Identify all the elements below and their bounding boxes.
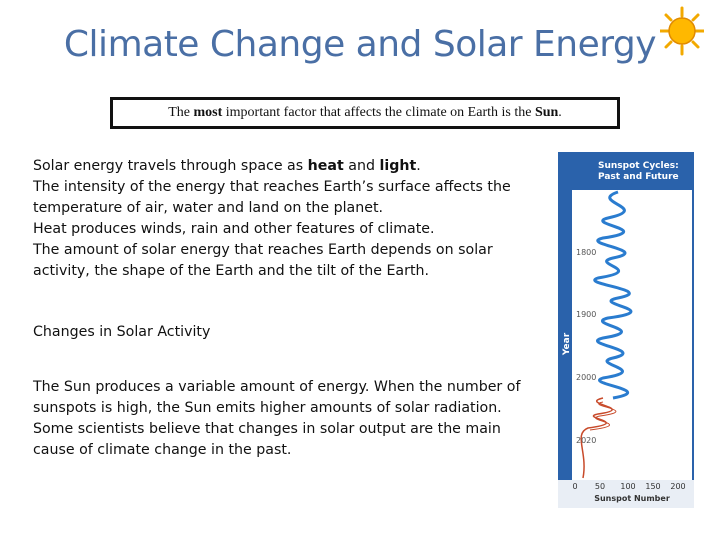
axis-band bbox=[558, 480, 694, 508]
text-run: and bbox=[343, 158, 380, 174]
plot-area bbox=[572, 190, 692, 480]
bold-text: most bbox=[193, 105, 223, 120]
text-run: Heat produces winds, rain and other feat… bbox=[33, 221, 435, 237]
figure-title: Past and Future bbox=[598, 172, 679, 182]
bold-text: Sun bbox=[534, 105, 559, 120]
x-tick-label: 200 bbox=[670, 482, 685, 491]
x-tick-label: 0 bbox=[572, 482, 577, 491]
body-line: Heat produces winds, rain and other feat… bbox=[33, 219, 511, 240]
x-axis-label: Sunspot Number bbox=[594, 494, 670, 503]
text-run: . bbox=[416, 158, 421, 174]
y-tick-label: 1800 bbox=[576, 248, 596, 257]
callout-box: The most important factor that affects t… bbox=[110, 97, 620, 129]
x-tick-label: 50 bbox=[595, 482, 605, 491]
paragraph-line: sunspots is high, the Sun emits higher a… bbox=[33, 400, 502, 416]
text-run: The intensity of the energy that reaches… bbox=[33, 179, 511, 195]
heading: Changes in Solar Activity bbox=[33, 322, 210, 343]
x-tick-label: 150 bbox=[645, 482, 660, 491]
forecast-range bbox=[589, 401, 617, 431]
paragraph-line: cause of climate change in the past. bbox=[33, 442, 292, 458]
y-tick-label: 2000 bbox=[576, 373, 596, 382]
y-tick-label: 2020 bbox=[576, 436, 596, 445]
body-line: The intensity of the energy that reaches… bbox=[33, 177, 511, 198]
body-line: temperature of air, water and land on th… bbox=[33, 198, 511, 219]
text-run: . bbox=[558, 105, 562, 120]
bold-text: light bbox=[379, 158, 417, 174]
paragraph: The Sun produces a variable amount of en… bbox=[33, 377, 520, 461]
body-text: Solar energy travels through space as he… bbox=[33, 156, 511, 282]
body-line: Solar energy travels through space as he… bbox=[33, 156, 511, 177]
sun-icon bbox=[660, 6, 704, 56]
text-run: temperature of air, water and land on th… bbox=[33, 200, 384, 216]
sunspot-figure: Sunspot Cycles:Past and Future Year 1800 19… bbox=[558, 152, 694, 508]
text-run: The bbox=[168, 105, 194, 120]
forecast-cycles bbox=[580, 397, 613, 479]
text-run: The amount of solar energy that reaches … bbox=[33, 242, 493, 258]
text-run: activity, the shape of the Earth and the… bbox=[33, 263, 430, 279]
body-line: The amount of solar energy that reaches … bbox=[33, 240, 511, 261]
figure-title: Sunspot Cycles: bbox=[598, 161, 679, 171]
paragraph-line: The Sun produces a variable amount of en… bbox=[33, 379, 521, 395]
text-run: Solar energy travels through space as bbox=[33, 158, 308, 174]
paragraph-line: Some scientists believe that changes in … bbox=[33, 421, 501, 437]
x-tick-label: 100 bbox=[620, 482, 635, 491]
past-cycles bbox=[593, 190, 633, 400]
bold-text: heat bbox=[307, 158, 344, 174]
text-run: important factor that affects the climat… bbox=[222, 105, 535, 120]
body-line: activity, the shape of the Earth and the… bbox=[33, 261, 511, 282]
slide-title: Climate Change and Solar Energy bbox=[63, 24, 657, 65]
y-tick-label: 1900 bbox=[576, 310, 596, 319]
y-axis-label: Year bbox=[562, 332, 572, 356]
heading-text: Changes in Solar Activity bbox=[33, 324, 211, 340]
